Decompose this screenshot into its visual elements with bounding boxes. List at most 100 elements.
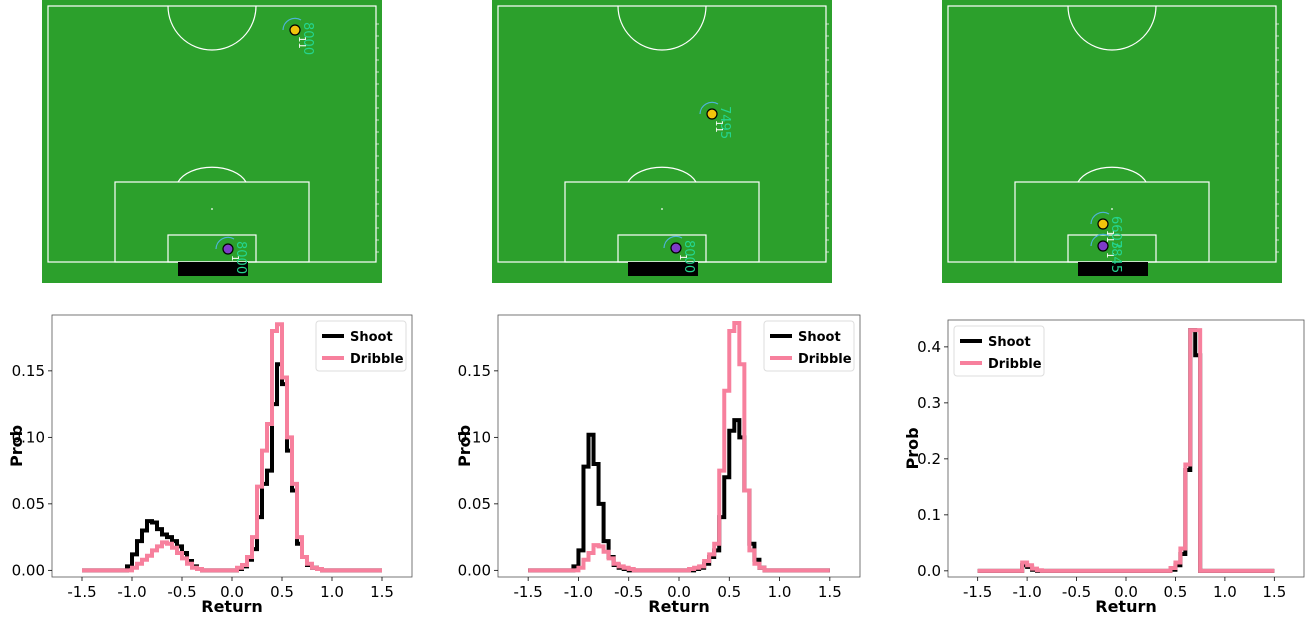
histogram-panel-3: -1.5 -1.0 -0.5 0.0 0.5 1.0 1.5 0.0 0.1 0.2 0.3 0.4 R…	[896, 300, 1314, 616]
pitch-panel-3: 11 6603 1 7845	[942, 0, 1282, 283]
x-tick-label: -1.0	[564, 583, 593, 601]
legend-label-shoot: Shoot	[798, 330, 841, 345]
y-tick-label: 0.05	[458, 495, 491, 513]
x-tick-label: -1.5	[514, 583, 543, 601]
x-axis-label: Return	[648, 597, 710, 613]
player-value-label: 8000	[681, 240, 696, 273]
view-cone-arc	[282, 17, 302, 31]
penalty-spot	[211, 208, 213, 210]
return-histogram: -1.5 -1.0 -0.5 0.0 0.5 1.0 1.5 0.00 0.05 0.10 0.15…	[7, 314, 413, 616]
x-tick-label: -0.5	[1062, 583, 1091, 601]
y-tick-label: 0.00	[458, 561, 491, 579]
player-value-label: 7845	[1108, 240, 1123, 273]
y-tick-label: 0.10	[458, 428, 491, 446]
penalty-arc	[1077, 166, 1147, 183]
y-tick-label: 0.15	[458, 362, 491, 380]
pitch-grass	[942, 0, 1282, 283]
goal-bar	[628, 262, 698, 276]
x-tick-label: 1.5	[1262, 583, 1286, 601]
x-tick-label: -1.5	[67, 583, 96, 601]
penalty-spot	[1111, 208, 1113, 210]
x-tick-label: 0.0	[667, 583, 691, 601]
center-circle-arc	[617, 5, 707, 51]
x-axis-label: Return	[1095, 597, 1157, 613]
y-tick-label: 0.1	[917, 506, 941, 524]
player-number: 1	[229, 255, 240, 261]
x-tick-label: 0.0	[1114, 583, 1138, 601]
player-number: 1	[677, 254, 688, 260]
x-tick-label: 1.5	[818, 583, 842, 601]
histogram-panel-2: -1.5 -1.0 -0.5 0.0 0.5 1.0 1.5 0.00 0.05 0.10 0.15…	[448, 300, 888, 616]
x-tick-label: 0.5	[270, 583, 294, 601]
x-tick-label: 1.0	[1213, 583, 1237, 601]
x-tick-label: -0.5	[167, 583, 196, 601]
legend-label-dribble: Dribble	[350, 352, 404, 367]
player-value-label: 8000	[233, 241, 248, 274]
player-value-label: 8000	[300, 22, 315, 55]
series-line-dribble	[977, 328, 1275, 573]
penalty-spot	[661, 208, 663, 210]
player-value-label: 6603	[1108, 216, 1123, 249]
x-tick-label: 1.5	[370, 583, 394, 601]
series-line-dribble	[82, 322, 382, 573]
view-cone-arc	[215, 236, 235, 250]
yellow-player-marker	[1097, 218, 1109, 230]
goal-bar	[1078, 262, 1148, 276]
purple-player-marker	[222, 243, 234, 255]
player-value-label: 7495	[717, 106, 732, 139]
y-axis-label: Prob	[455, 425, 474, 467]
goal-bar	[178, 262, 248, 276]
y-tick-label: 0.2	[917, 450, 941, 468]
player-number: 1	[1104, 252, 1115, 258]
legend-label-dribble: Dribble	[798, 352, 852, 367]
penalty-arc	[627, 166, 697, 183]
x-tick-label: 1.0	[768, 583, 792, 601]
yellow-player-marker	[706, 108, 718, 120]
y-tick-label: 0.0	[917, 562, 941, 580]
center-circle-arc	[167, 5, 257, 51]
x-tick-label: -1.0	[117, 583, 146, 601]
return-histogram: -1.5 -1.0 -0.5 0.0 0.5 1.0 1.5 0.0 0.1 0.2 0.3 0.4 R…	[903, 319, 1305, 616]
x-tick-label: 1.0	[320, 583, 344, 601]
series-line-dribble	[528, 320, 830, 573]
player-number: 11	[1104, 230, 1115, 243]
penalty-arc	[177, 166, 247, 183]
x-tick-label: -0.5	[614, 583, 643, 601]
legend-label-shoot: Shoot	[350, 330, 393, 345]
x-tick-label: 0.5	[717, 583, 741, 601]
return-histogram: -1.5 -1.0 -0.5 0.0 0.5 1.0 1.5 0.00 0.05 0.10 0.15…	[455, 314, 861, 616]
player-number: 11	[296, 36, 307, 49]
pitch-grass	[492, 0, 832, 283]
player-number: 11	[713, 120, 724, 133]
view-cone-arc	[699, 101, 719, 115]
center-circle-arc	[1067, 5, 1157, 51]
y-tick-label: 0.15	[12, 362, 45, 380]
pitch-panel-2: 11 7495 1 8000	[492, 0, 832, 283]
x-tick-label: 0.0	[220, 583, 244, 601]
x-axis-label: Return	[201, 597, 263, 613]
y-tick-label: 0.4	[917, 338, 941, 356]
y-tick-label: 0.3	[917, 394, 941, 412]
purple-player-marker	[670, 242, 682, 254]
x-tick-label: 0.5	[1164, 583, 1188, 601]
pitch-grass	[42, 0, 382, 283]
histogram-panel-1: -1.5 -1.0 -0.5 0.0 0.5 1.0 1.5 0.00 0.05 0.10 0.15…	[0, 300, 440, 616]
view-cone-arc	[1090, 211, 1110, 225]
y-tick-label: 0.00	[12, 561, 45, 579]
y-axis-label: Prob	[903, 427, 922, 469]
legend-label-dribble: Dribble	[988, 357, 1042, 372]
x-tick-label: -1.5	[963, 583, 992, 601]
yellow-player-marker	[289, 24, 301, 36]
pitch-panel-1: 11 8000 1 8000	[42, 0, 382, 283]
y-tick-label: 0.10	[12, 428, 45, 446]
purple-player-marker	[1097, 240, 1109, 252]
view-cone-arc	[663, 235, 683, 249]
x-tick-label: -1.0	[1012, 583, 1041, 601]
view-cone-arc	[1090, 233, 1110, 247]
legend-label-shoot: Shoot	[988, 335, 1031, 350]
y-tick-label: 0.05	[12, 495, 45, 513]
y-axis-label: Prob	[7, 425, 26, 467]
